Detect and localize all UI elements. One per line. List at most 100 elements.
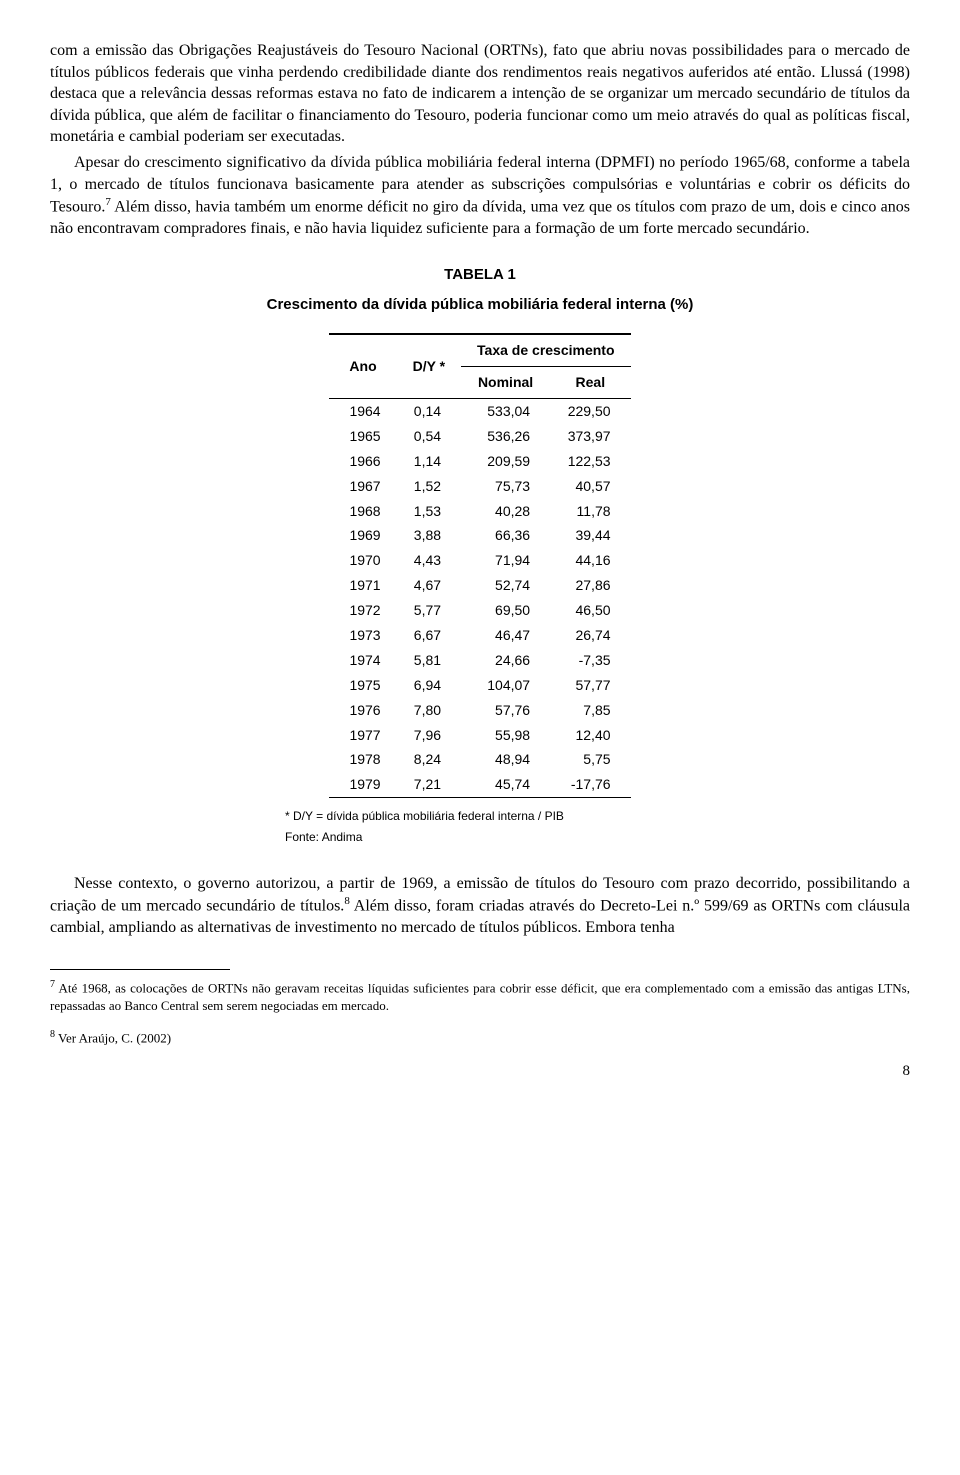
cell-ano: 1965 xyxy=(329,424,396,449)
cell-nominal: 57,76 xyxy=(461,698,550,723)
cell-dy: 7,21 xyxy=(397,772,461,797)
cell-dy: 8,24 xyxy=(397,747,461,772)
cell-nominal: 55,98 xyxy=(461,723,550,748)
cell-ano: 1970 xyxy=(329,548,396,573)
table-source: Fonte: Andima xyxy=(285,829,675,845)
footnote-7-text: Até 1968, as colocações de ORTNs não ger… xyxy=(50,980,910,1013)
cell-ano: 1973 xyxy=(329,623,396,648)
cell-real: 27,86 xyxy=(550,573,630,598)
cell-nominal: 209,59 xyxy=(461,449,550,474)
cell-nominal: 75,73 xyxy=(461,474,550,499)
table-row: 19671,5275,7340,57 xyxy=(329,474,630,499)
table-row: 19767,8057,767,85 xyxy=(329,698,630,723)
cell-dy: 1,52 xyxy=(397,474,461,499)
cell-dy: 1,14 xyxy=(397,449,461,474)
table-row: 19704,4371,9444,16 xyxy=(329,548,630,573)
cell-ano: 1969 xyxy=(329,523,396,548)
footnote-8: 8 Ver Araújo, C. (2002) xyxy=(50,1028,910,1047)
cell-real: 26,74 xyxy=(550,623,630,648)
p2-part-b: Além disso, havia também um enorme défic… xyxy=(50,198,910,237)
body-paragraph-2: Apesar do crescimento significativo da d… xyxy=(50,152,910,240)
cell-dy: 6,67 xyxy=(397,623,461,648)
cell-ano: 1977 xyxy=(329,723,396,748)
cell-ano: 1976 xyxy=(329,698,396,723)
cell-real: 57,77 xyxy=(550,673,630,698)
th-ano: Ano xyxy=(329,334,396,398)
cell-real: 373,97 xyxy=(550,424,630,449)
table-row: 19777,9655,9812,40 xyxy=(329,723,630,748)
cell-real: -17,76 xyxy=(550,772,630,797)
cell-ano: 1964 xyxy=(329,398,396,423)
footnote-separator xyxy=(50,969,230,970)
cell-dy: 7,96 xyxy=(397,723,461,748)
th-dy: D/Y * xyxy=(397,334,461,398)
footnote-8-text: Ver Araújo, C. (2002) xyxy=(55,1030,171,1045)
body-paragraph-3: Nesse contexto, o governo autorizou, a p… xyxy=(50,873,910,939)
cell-ano: 1972 xyxy=(329,598,396,623)
cell-nominal: 46,47 xyxy=(461,623,550,648)
table-row: 19745,8124,66-7,35 xyxy=(329,648,630,673)
cell-dy: 6,94 xyxy=(397,673,461,698)
table-row: 19681,5340,2811,78 xyxy=(329,499,630,524)
table-row: 19736,6746,4726,74 xyxy=(329,623,630,648)
table-footnote-dy: * D/Y = dívida pública mobiliária federa… xyxy=(285,808,675,824)
th-nominal: Nominal xyxy=(461,367,550,399)
cell-nominal: 52,74 xyxy=(461,573,550,598)
table-row: 19650,54536,26373,97 xyxy=(329,424,630,449)
table-row: 19756,94104,0757,77 xyxy=(329,673,630,698)
cell-real: 46,50 xyxy=(550,598,630,623)
cell-real: 44,16 xyxy=(550,548,630,573)
cell-dy: 1,53 xyxy=(397,499,461,524)
cell-real: 7,85 xyxy=(550,698,630,723)
cell-dy: 5,77 xyxy=(397,598,461,623)
cell-nominal: 66,36 xyxy=(461,523,550,548)
cell-nominal: 69,50 xyxy=(461,598,550,623)
cell-nominal: 104,07 xyxy=(461,673,550,698)
cell-nominal: 533,04 xyxy=(461,398,550,423)
cell-real: 229,50 xyxy=(550,398,630,423)
cell-nominal: 45,74 xyxy=(461,772,550,797)
table-row: 19661,14209,59122,53 xyxy=(329,449,630,474)
cell-real: 122,53 xyxy=(550,449,630,474)
table-row: 19797,2145,74-17,76 xyxy=(329,772,630,797)
cell-nominal: 536,26 xyxy=(461,424,550,449)
table-subtitle: Crescimento da dívida pública mobiliária… xyxy=(50,295,910,315)
cell-nominal: 71,94 xyxy=(461,548,550,573)
cell-ano: 1978 xyxy=(329,747,396,772)
table-row: 19640,14533,04229,50 xyxy=(329,398,630,423)
th-taxa-group: Taxa de crescimento xyxy=(461,334,630,366)
cell-nominal: 24,66 xyxy=(461,648,550,673)
data-table: Ano D/Y * Taxa de crescimento Nominal Re… xyxy=(329,333,630,798)
cell-dy: 4,43 xyxy=(397,548,461,573)
body-paragraph-1: com a emissão das Obrigações Reajustávei… xyxy=(50,40,910,148)
th-real: Real xyxy=(550,367,630,399)
cell-real: 40,57 xyxy=(550,474,630,499)
footnote-7: 7 Até 1968, as colocações de ORTNs não g… xyxy=(50,978,910,1014)
table-row: 19693,8866,3639,44 xyxy=(329,523,630,548)
cell-dy: 0,54 xyxy=(397,424,461,449)
cell-real: 39,44 xyxy=(550,523,630,548)
table-title: TABELA 1 xyxy=(50,265,910,285)
cell-nominal: 48,94 xyxy=(461,747,550,772)
table-row: 19788,2448,945,75 xyxy=(329,747,630,772)
cell-ano: 1966 xyxy=(329,449,396,474)
cell-ano: 1975 xyxy=(329,673,396,698)
cell-nominal: 40,28 xyxy=(461,499,550,524)
cell-real: 11,78 xyxy=(550,499,630,524)
cell-dy: 5,81 xyxy=(397,648,461,673)
table-row: 19714,6752,7427,86 xyxy=(329,573,630,598)
cell-real: 5,75 xyxy=(550,747,630,772)
cell-ano: 1979 xyxy=(329,772,396,797)
cell-real: -7,35 xyxy=(550,648,630,673)
cell-ano: 1968 xyxy=(329,499,396,524)
cell-dy: 7,80 xyxy=(397,698,461,723)
cell-dy: 3,88 xyxy=(397,523,461,548)
cell-dy: 4,67 xyxy=(397,573,461,598)
cell-dy: 0,14 xyxy=(397,398,461,423)
cell-ano: 1971 xyxy=(329,573,396,598)
table-row: 19725,7769,5046,50 xyxy=(329,598,630,623)
cell-ano: 1974 xyxy=(329,648,396,673)
page-number: 8 xyxy=(50,1061,910,1081)
cell-real: 12,40 xyxy=(550,723,630,748)
cell-ano: 1967 xyxy=(329,474,396,499)
